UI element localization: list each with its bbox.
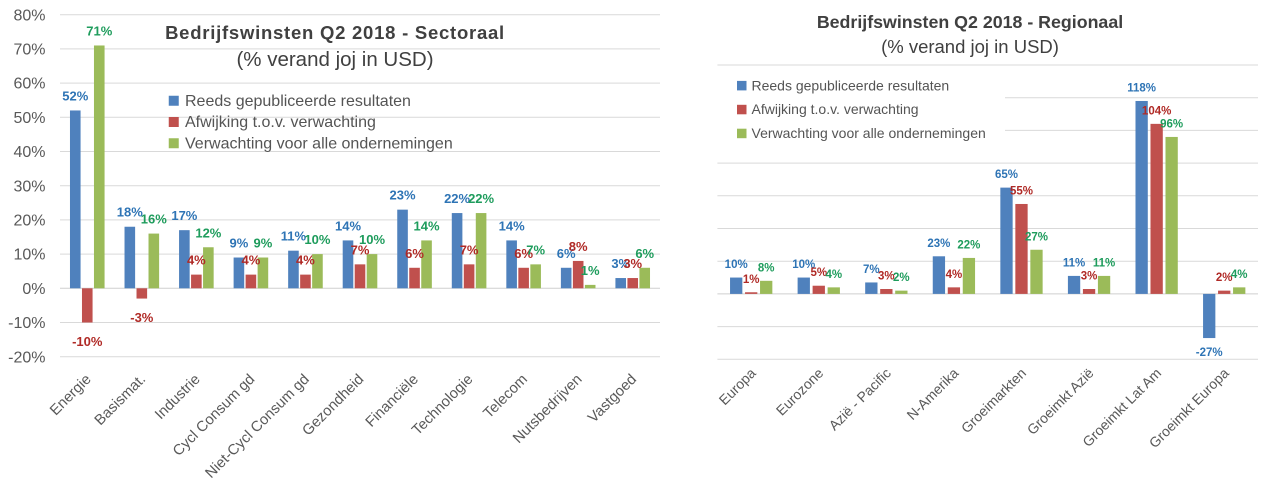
- svg-text:12%: 12%: [195, 225, 221, 240]
- svg-text:40%: 40%: [13, 144, 45, 161]
- svg-text:4%: 4%: [296, 253, 315, 268]
- svg-text:Reeds gepubliceerde resultaten: Reeds gepubliceerde resultaten: [185, 93, 411, 110]
- svg-text:-10%: -10%: [8, 315, 45, 332]
- svg-text:-10%: -10%: [72, 334, 103, 349]
- svg-text:22%: 22%: [957, 239, 980, 251]
- svg-text:3%: 3%: [1081, 271, 1098, 283]
- svg-text:22%: 22%: [468, 191, 494, 206]
- svg-text:(% verand joj in USD): (% verand joj in USD): [881, 36, 1059, 57]
- svg-text:Afwijking t.o.v. verwachting: Afwijking t.o.v. verwachting: [752, 101, 919, 117]
- svg-text:Bedrijfswinsten Q2 2018 - Sect: Bedrijfswinsten Q2 2018 - Sectoraal: [165, 22, 505, 43]
- svg-text:11%: 11%: [1093, 257, 1115, 269]
- svg-text:1%: 1%: [743, 274, 760, 286]
- svg-text:2%: 2%: [893, 272, 910, 284]
- svg-text:96%: 96%: [1160, 118, 1183, 130]
- svg-text:8%: 8%: [569, 239, 588, 254]
- svg-text:Bedrijfswinsten Q2 2018 - Regi: Bedrijfswinsten Q2 2018 - Regionaal: [817, 12, 1123, 32]
- svg-text:-27%: -27%: [1196, 347, 1223, 359]
- svg-text:10%: 10%: [792, 259, 815, 271]
- svg-text:30%: 30%: [13, 178, 45, 195]
- svg-text:118%: 118%: [1127, 82, 1156, 94]
- svg-text:104%: 104%: [1142, 105, 1171, 117]
- svg-text:7%: 7%: [351, 242, 370, 257]
- svg-text:55%: 55%: [1010, 185, 1033, 197]
- svg-text:4%: 4%: [1231, 269, 1248, 281]
- svg-text:65%: 65%: [995, 169, 1018, 181]
- svg-text:Reeds gepubliceerde resultaten: Reeds gepubliceerde resultaten: [752, 77, 950, 93]
- svg-text:17%: 17%: [171, 208, 197, 223]
- svg-text:4%: 4%: [946, 269, 963, 281]
- svg-text:4%: 4%: [825, 269, 842, 281]
- svg-text:22%: 22%: [444, 191, 470, 206]
- svg-text:9%: 9%: [230, 236, 249, 251]
- svg-text:50%: 50%: [13, 110, 45, 127]
- svg-text:52%: 52%: [62, 88, 88, 103]
- svg-text:7%: 7%: [526, 242, 545, 257]
- svg-text:0%: 0%: [22, 281, 45, 298]
- svg-text:16%: 16%: [141, 212, 167, 227]
- svg-text:4%: 4%: [187, 253, 206, 268]
- svg-text:27%: 27%: [1025, 231, 1048, 243]
- svg-text:10%: 10%: [304, 232, 330, 247]
- svg-text:10%: 10%: [359, 232, 385, 247]
- svg-text:Verwachting voor alle ondernem: Verwachting voor alle ondernemingen: [185, 135, 453, 152]
- svg-text:18%: 18%: [117, 205, 143, 220]
- svg-text:4%: 4%: [242, 253, 261, 268]
- svg-text:-20%: -20%: [8, 349, 45, 366]
- svg-text:10%: 10%: [13, 247, 45, 264]
- svg-text:Verwachting voor alle ondernem: Verwachting voor alle ondernemingen: [752, 125, 986, 141]
- svg-text:6%: 6%: [635, 246, 654, 261]
- svg-text:9%: 9%: [254, 236, 273, 251]
- svg-text:7%: 7%: [460, 242, 479, 257]
- svg-text:23%: 23%: [927, 238, 950, 250]
- svg-text:60%: 60%: [13, 76, 45, 93]
- svg-text:3%: 3%: [611, 256, 630, 271]
- svg-text:80%: 80%: [13, 7, 45, 24]
- svg-text:23%: 23%: [390, 188, 416, 203]
- svg-text:14%: 14%: [499, 218, 525, 233]
- svg-text:6%: 6%: [405, 246, 424, 261]
- svg-text:5%: 5%: [810, 267, 827, 279]
- svg-text:11%: 11%: [281, 229, 307, 244]
- svg-text:6%: 6%: [514, 246, 533, 261]
- svg-text:2%: 2%: [1216, 272, 1233, 284]
- svg-text:-3%: -3%: [130, 310, 154, 325]
- svg-text:3%: 3%: [878, 271, 895, 283]
- svg-text:14%: 14%: [335, 218, 361, 233]
- svg-text:1%: 1%: [581, 263, 600, 278]
- svg-text:Afwijking t.o.v. verwachting: Afwijking t.o.v. verwachting: [185, 114, 376, 131]
- svg-text:20%: 20%: [13, 213, 45, 230]
- svg-text:11%: 11%: [1063, 257, 1085, 269]
- svg-text:14%: 14%: [414, 218, 440, 233]
- svg-text:70%: 70%: [13, 42, 45, 59]
- svg-text:7%: 7%: [863, 264, 880, 276]
- svg-text:6%: 6%: [557, 246, 576, 261]
- svg-text:8%: 8%: [758, 262, 775, 274]
- svg-text:3%: 3%: [623, 256, 642, 271]
- svg-text:10%: 10%: [725, 259, 748, 271]
- svg-text:71%: 71%: [86, 23, 112, 38]
- svg-text:(% verand joj in USD): (% verand joj in USD): [236, 48, 433, 71]
